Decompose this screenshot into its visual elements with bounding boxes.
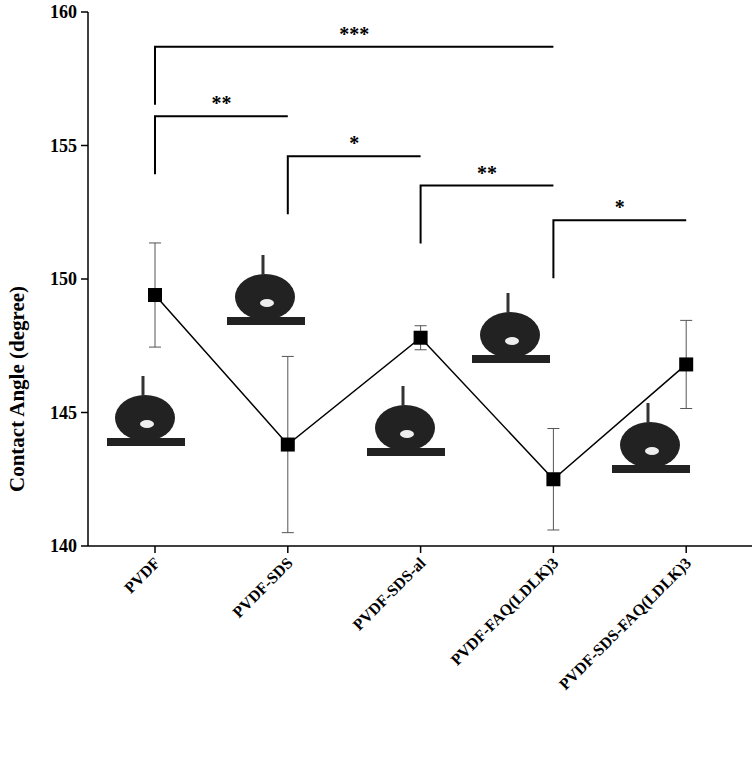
error-bar-cap bbox=[547, 428, 559, 429]
droplet-needle bbox=[262, 255, 265, 275]
x-tick bbox=[154, 546, 156, 553]
x-tick bbox=[553, 546, 555, 553]
series bbox=[148, 243, 693, 533]
error-bar-cap bbox=[680, 408, 692, 409]
x-tick bbox=[287, 546, 289, 553]
x-tick-label: PVDF bbox=[121, 554, 163, 596]
significance-label: ** bbox=[477, 162, 497, 184]
bracket-line bbox=[288, 156, 421, 214]
error-bar-cap bbox=[282, 356, 294, 357]
marker bbox=[679, 357, 693, 371]
error-bar bbox=[415, 326, 427, 350]
droplet bbox=[227, 255, 305, 325]
droplet-highlight bbox=[645, 447, 659, 455]
y-tick-label: 145 bbox=[50, 403, 77, 423]
droplet-body bbox=[115, 395, 175, 441]
bracket-line bbox=[421, 186, 554, 244]
error-bar bbox=[282, 356, 294, 532]
x-tick-label: PVDF-SDS bbox=[229, 554, 296, 621]
droplet-highlight bbox=[505, 337, 519, 345]
error-bar bbox=[547, 429, 559, 530]
bracket-line bbox=[553, 220, 686, 278]
error-bar bbox=[680, 320, 692, 408]
error-bar-cap bbox=[282, 532, 294, 533]
droplet bbox=[107, 376, 185, 446]
significance-label: * bbox=[349, 132, 359, 154]
y-tick bbox=[81, 11, 88, 13]
chart: 140145150155160PVDFPVDF-SDSPVDF-SDS-alPV… bbox=[0, 0, 756, 764]
droplet bbox=[472, 293, 550, 363]
droplet-body bbox=[620, 422, 680, 468]
droplet bbox=[367, 386, 445, 456]
significance-label: ** bbox=[211, 92, 231, 114]
x-tick-label: PVDF-SDS-FAQ(LDLK)3 bbox=[556, 554, 695, 693]
significance-bracket: ** bbox=[155, 92, 288, 174]
error-bar-cap bbox=[680, 320, 692, 321]
droplet-needle bbox=[402, 386, 405, 406]
y-tick-label: 155 bbox=[50, 136, 77, 156]
x-tick bbox=[420, 546, 422, 553]
y-axis-label: Contact Angle (degree) bbox=[5, 286, 29, 492]
marker bbox=[546, 472, 560, 486]
y-tick bbox=[81, 278, 88, 280]
y-tick-label: 150 bbox=[50, 269, 77, 289]
significance-bracket: ** bbox=[421, 162, 554, 244]
error-bar-cap bbox=[149, 242, 161, 243]
significance-bracket: * bbox=[288, 132, 421, 214]
y-tick bbox=[81, 545, 88, 547]
droplet-highlight bbox=[140, 420, 154, 428]
error-bar-cap bbox=[415, 325, 427, 326]
significance-bracket: * bbox=[553, 196, 686, 278]
error-bar bbox=[149, 243, 161, 347]
error-bar-cap bbox=[547, 529, 559, 530]
y-tick bbox=[81, 145, 88, 147]
x-tick bbox=[685, 546, 687, 553]
droplet-needle bbox=[647, 403, 650, 423]
series-line bbox=[155, 295, 686, 479]
error-bar-cap bbox=[149, 347, 161, 348]
droplet-highlight bbox=[400, 430, 414, 438]
y-tick bbox=[81, 412, 88, 414]
significance-label: *** bbox=[339, 23, 369, 45]
error-bar-cap bbox=[415, 349, 427, 350]
significance-label: * bbox=[615, 196, 625, 218]
droplet bbox=[612, 403, 690, 473]
y-tick-label: 140 bbox=[50, 536, 77, 556]
droplet-needle bbox=[507, 293, 510, 313]
droplet-body bbox=[375, 405, 435, 451]
x-tick-label: PVDF-SDS-al bbox=[349, 554, 429, 634]
droplet-highlight bbox=[260, 299, 274, 307]
marker bbox=[414, 331, 428, 345]
bracket-line bbox=[155, 116, 288, 174]
droplet-needle bbox=[142, 376, 145, 396]
marker bbox=[281, 438, 295, 452]
droplet-body bbox=[235, 274, 295, 320]
y-tick-label: 160 bbox=[50, 2, 77, 22]
x-tick-label: PVDF-FAQ(LDLK)3 bbox=[447, 554, 562, 669]
marker bbox=[148, 288, 162, 302]
droplet-body bbox=[480, 312, 540, 358]
